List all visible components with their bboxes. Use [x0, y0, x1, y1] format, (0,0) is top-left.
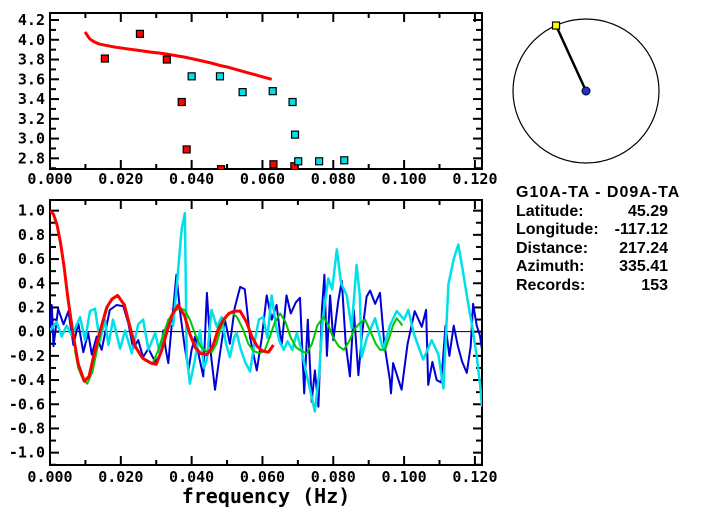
correlation-ticks: [49, 200, 482, 466]
observed-correlation-cyan: [50, 211, 482, 413]
correlation-ytick-label: -1.0: [9, 444, 45, 462]
dispersion-ytick-label: 3.0: [18, 130, 45, 148]
correlation-xtick-label: 0.100: [382, 468, 427, 486]
dispersion-ytick-label: 3.6: [18, 70, 45, 88]
longitude-label: Longitude:: [516, 221, 599, 238]
dispersion-xtick-label: 0.080: [311, 170, 356, 188]
red-picks-marker[interactable]: [135, 29, 145, 38]
dispersion-xtick-label: 0.100: [382, 170, 427, 188]
dispersion-xtick-label: 0.120: [452, 170, 497, 188]
correlation-ytick-label: 1.0: [18, 202, 45, 220]
correlation-xtick-label: 0.120: [452, 468, 497, 486]
red-picks[interactable]: [100, 29, 299, 173]
info-row-distance: Distance: 217.24: [516, 240, 668, 259]
dispersion-ytick-label: 2.8: [18, 149, 45, 167]
dispersion-ytick-label: 4.2: [18, 11, 45, 29]
cyan-picks-marker[interactable]: [290, 130, 300, 139]
dispersion-ytick-label: 3.4: [18, 90, 45, 108]
red-picks-marker[interactable]: [269, 160, 278, 169]
correlation-xtick-label: 0.040: [169, 468, 214, 486]
distance-value: 217.24: [619, 239, 668, 257]
azimuth-value: 335.41: [619, 258, 668, 275]
cyan-picks-marker[interactable]: [187, 72, 196, 81]
correlation-ytick-label: -0.8: [9, 419, 45, 437]
dispersion-ytick-label: 3.8: [18, 51, 45, 69]
cyan-picks-marker[interactable]: [294, 157, 303, 166]
correlation-ytick-label: 0.4: [18, 274, 45, 292]
latitude-value: 45.29: [627, 202, 668, 220]
correlation-ytick-label: 0.2: [18, 298, 45, 316]
azimuth-label: Azimuth:: [516, 258, 585, 275]
dispersion-xtick-label: 0.040: [169, 170, 214, 188]
records-value: 153: [641, 276, 668, 294]
distance-label: Distance:: [516, 239, 589, 257]
correlation-ytick-label: 0.8: [18, 226, 45, 244]
dispersion-ytick-label: 3.2: [18, 110, 45, 128]
dispersion-frame: [49, 12, 483, 170]
correlation-ytick-label: -0.4: [9, 371, 45, 389]
correlation-xtick-label: 0.000: [27, 468, 72, 486]
dispersion-ticks: [49, 13, 482, 170]
info-row-records: Records: 153: [516, 277, 668, 296]
records-label: Records:: [516, 276, 586, 294]
compass-center-dot: [581, 86, 591, 96]
station-pair-title: G10A-TA - D09A-TA: [516, 184, 681, 201]
correlation-xtick-label: 0.080: [311, 468, 356, 486]
dispersion-plot[interactable]: 0.000 0.020 0.040 0.060 0.080 0.100 0.1202.83.…: [18, 11, 498, 188]
cyan-picks-marker[interactable]: [268, 87, 277, 96]
x-axis-title: frequency (Hz): [182, 484, 351, 508]
dispersion-ytick-label: 4.0: [18, 31, 45, 49]
cyan-picks-marker[interactable]: [315, 157, 324, 166]
azimuth-compass: [512, 18, 660, 164]
red-picks-marker[interactable]: [216, 165, 226, 173]
model-dispersion-curve: [83, 31, 273, 81]
info-row-longitude: Longitude: -117.12: [516, 221, 668, 240]
correlation-ytick-label: 0.6: [18, 250, 45, 268]
model-correlation-red: [50, 209, 275, 383]
cyan-picks-marker[interactable]: [288, 97, 297, 107]
info-row-azimuth: Azimuth: 335.41: [516, 258, 668, 277]
correlation-ytick-label: -0.2: [9, 347, 45, 365]
cyan-picks-marker[interactable]: [215, 72, 225, 81]
red-picks-marker[interactable]: [182, 145, 191, 154]
dispersion-xtick-label: 0.020: [98, 170, 143, 188]
dispersion-xtick-label: 0.060: [240, 170, 285, 188]
red-picks-marker[interactable]: [100, 54, 109, 63]
longitude-value: -117.12: [614, 221, 668, 238]
info-row-latitude: Latitude: 45.29: [516, 203, 668, 222]
station-marker[interactable]: [551, 21, 561, 30]
red-picks-marker[interactable]: [162, 55, 171, 64]
dispersion-xtick-label: 0.000: [27, 170, 72, 188]
correlation-ytick-label: 0.0: [18, 323, 45, 341]
correlation-xtick-label: 0.020: [98, 468, 143, 486]
latitude-label: Latitude:: [516, 202, 584, 220]
correlation-ytick-label: -0.6: [9, 395, 45, 413]
red-picks-marker[interactable]: [177, 97, 186, 107]
cyan-picks-marker[interactable]: [238, 88, 247, 97]
correlation-xtick-label: 0.060: [240, 468, 285, 486]
compass-ring: [512, 18, 660, 164]
correlation-plot[interactable]: 0.000 0.020 0.040 0.060 0.080 0.100 0.120 -1.0 -…: [9, 199, 498, 508]
cyan-picks-marker[interactable]: [340, 156, 349, 165]
azimuth-needle: [554, 25, 588, 92]
station-info-panel: G10A-TA - D09A-TA Latitude: 45.29 Longit…: [516, 184, 694, 295]
cyan-picks[interactable]: [187, 72, 349, 166]
